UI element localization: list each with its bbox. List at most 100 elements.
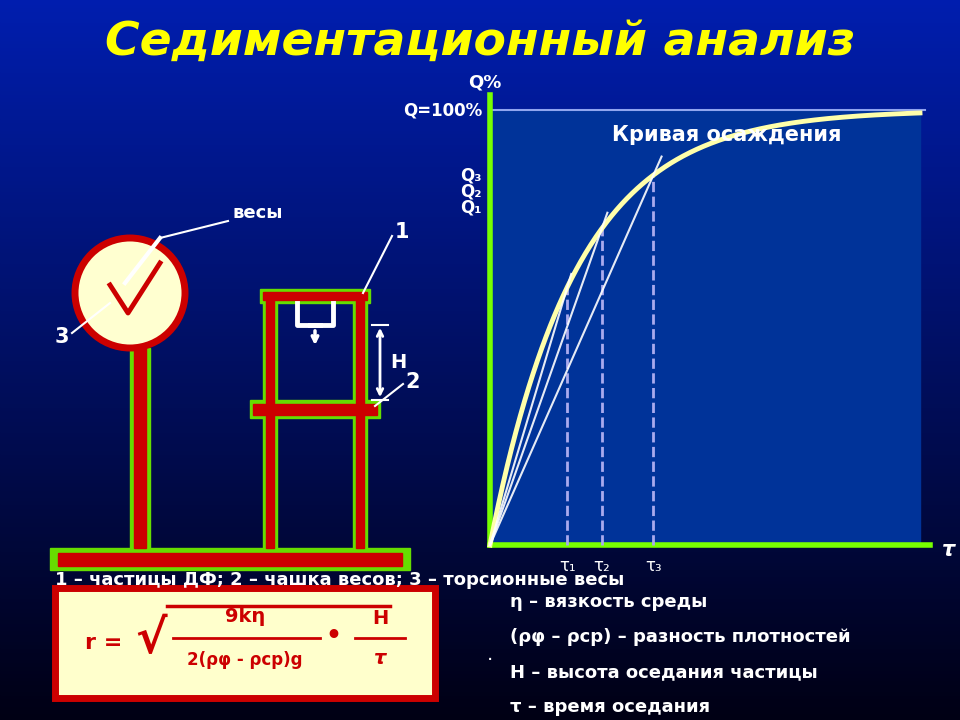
Bar — [0, 701, 960, 706]
Bar — [0, 453, 960, 457]
Bar — [0, 406, 960, 410]
Bar — [0, 291, 960, 295]
Text: τ₂: τ₂ — [593, 557, 611, 575]
Bar — [0, 492, 960, 497]
Bar — [0, 348, 960, 353]
Bar — [0, 413, 960, 418]
Bar — [0, 705, 960, 709]
Bar — [0, 464, 960, 468]
Bar — [0, 111, 960, 115]
Bar — [0, 345, 960, 349]
Bar — [0, 273, 960, 277]
Text: 9kη: 9kη — [225, 606, 265, 626]
Bar — [0, 417, 960, 421]
Bar — [0, 219, 960, 223]
Bar — [0, 564, 960, 569]
Bar — [0, 694, 960, 698]
Bar — [0, 140, 960, 144]
Bar — [490, 110, 920, 545]
Bar — [0, 446, 960, 450]
Bar — [0, 615, 960, 619]
Bar — [0, 420, 960, 425]
Bar — [0, 582, 960, 587]
Bar — [0, 363, 960, 367]
Bar — [356, 298, 364, 548]
Bar — [0, 244, 960, 248]
Bar — [0, 114, 960, 119]
Bar — [0, 96, 960, 101]
Bar — [0, 669, 960, 673]
Bar — [0, 118, 960, 122]
Text: H: H — [372, 608, 388, 628]
Bar — [0, 251, 960, 256]
Text: r =: r = — [85, 633, 122, 653]
Text: τ₁: τ₁ — [559, 557, 576, 575]
Bar — [0, 471, 960, 475]
Bar — [0, 356, 960, 360]
Text: Кривая осаждения: Кривая осаждения — [612, 125, 841, 145]
Bar — [0, 68, 960, 72]
Bar — [0, 309, 960, 313]
Bar — [0, 608, 960, 612]
Bar — [0, 212, 960, 216]
Bar — [0, 28, 960, 32]
Bar — [0, 557, 960, 562]
Bar — [0, 125, 960, 130]
Bar — [0, 183, 960, 187]
Bar — [0, 197, 960, 202]
Bar — [0, 568, 960, 572]
Bar — [253, 404, 377, 415]
Bar — [0, 496, 960, 500]
Bar — [0, 680, 960, 684]
Bar — [0, 374, 960, 378]
Bar — [0, 561, 960, 565]
Bar — [0, 575, 960, 580]
Bar — [0, 546, 960, 551]
Text: 2: 2 — [405, 372, 420, 392]
Text: (ρφ – ρср) – разность плотностей: (ρφ – ρср) – разность плотностей — [510, 628, 851, 646]
Bar — [266, 298, 274, 548]
Bar — [58, 553, 402, 566]
Bar — [0, 39, 960, 43]
Bar — [0, 431, 960, 436]
Bar — [0, 82, 960, 86]
Text: H: H — [390, 353, 406, 372]
Bar — [0, 579, 960, 583]
Bar — [0, 672, 960, 677]
Bar — [0, 176, 960, 180]
Bar — [0, 712, 960, 716]
Bar — [55, 588, 435, 698]
Bar — [0, 161, 960, 166]
Bar — [0, 57, 960, 61]
Text: Q%: Q% — [468, 74, 502, 92]
Bar — [0, 298, 960, 302]
Bar — [0, 24, 960, 29]
Bar — [0, 226, 960, 230]
Bar — [0, 284, 960, 288]
Bar — [0, 532, 960, 536]
Bar — [0, 460, 960, 464]
Bar — [0, 150, 960, 155]
Bar — [0, 507, 960, 511]
Bar — [0, 107, 960, 112]
Bar — [0, 240, 960, 245]
Bar — [0, 384, 960, 389]
Bar — [0, 640, 960, 644]
Bar — [0, 410, 960, 414]
Bar — [0, 104, 960, 108]
Bar — [0, 590, 960, 594]
Bar — [0, 338, 960, 342]
Bar — [0, 550, 960, 554]
Bar — [0, 366, 960, 371]
Bar — [0, 316, 960, 320]
Bar — [0, 334, 960, 338]
Bar — [0, 186, 960, 191]
Bar — [0, 60, 960, 65]
Bar — [130, 348, 150, 548]
Bar — [0, 586, 960, 590]
Bar — [0, 14, 960, 18]
Bar — [0, 262, 960, 266]
Text: Q=100%: Q=100% — [403, 101, 482, 119]
Bar — [0, 6, 960, 11]
Bar — [0, 478, 960, 482]
